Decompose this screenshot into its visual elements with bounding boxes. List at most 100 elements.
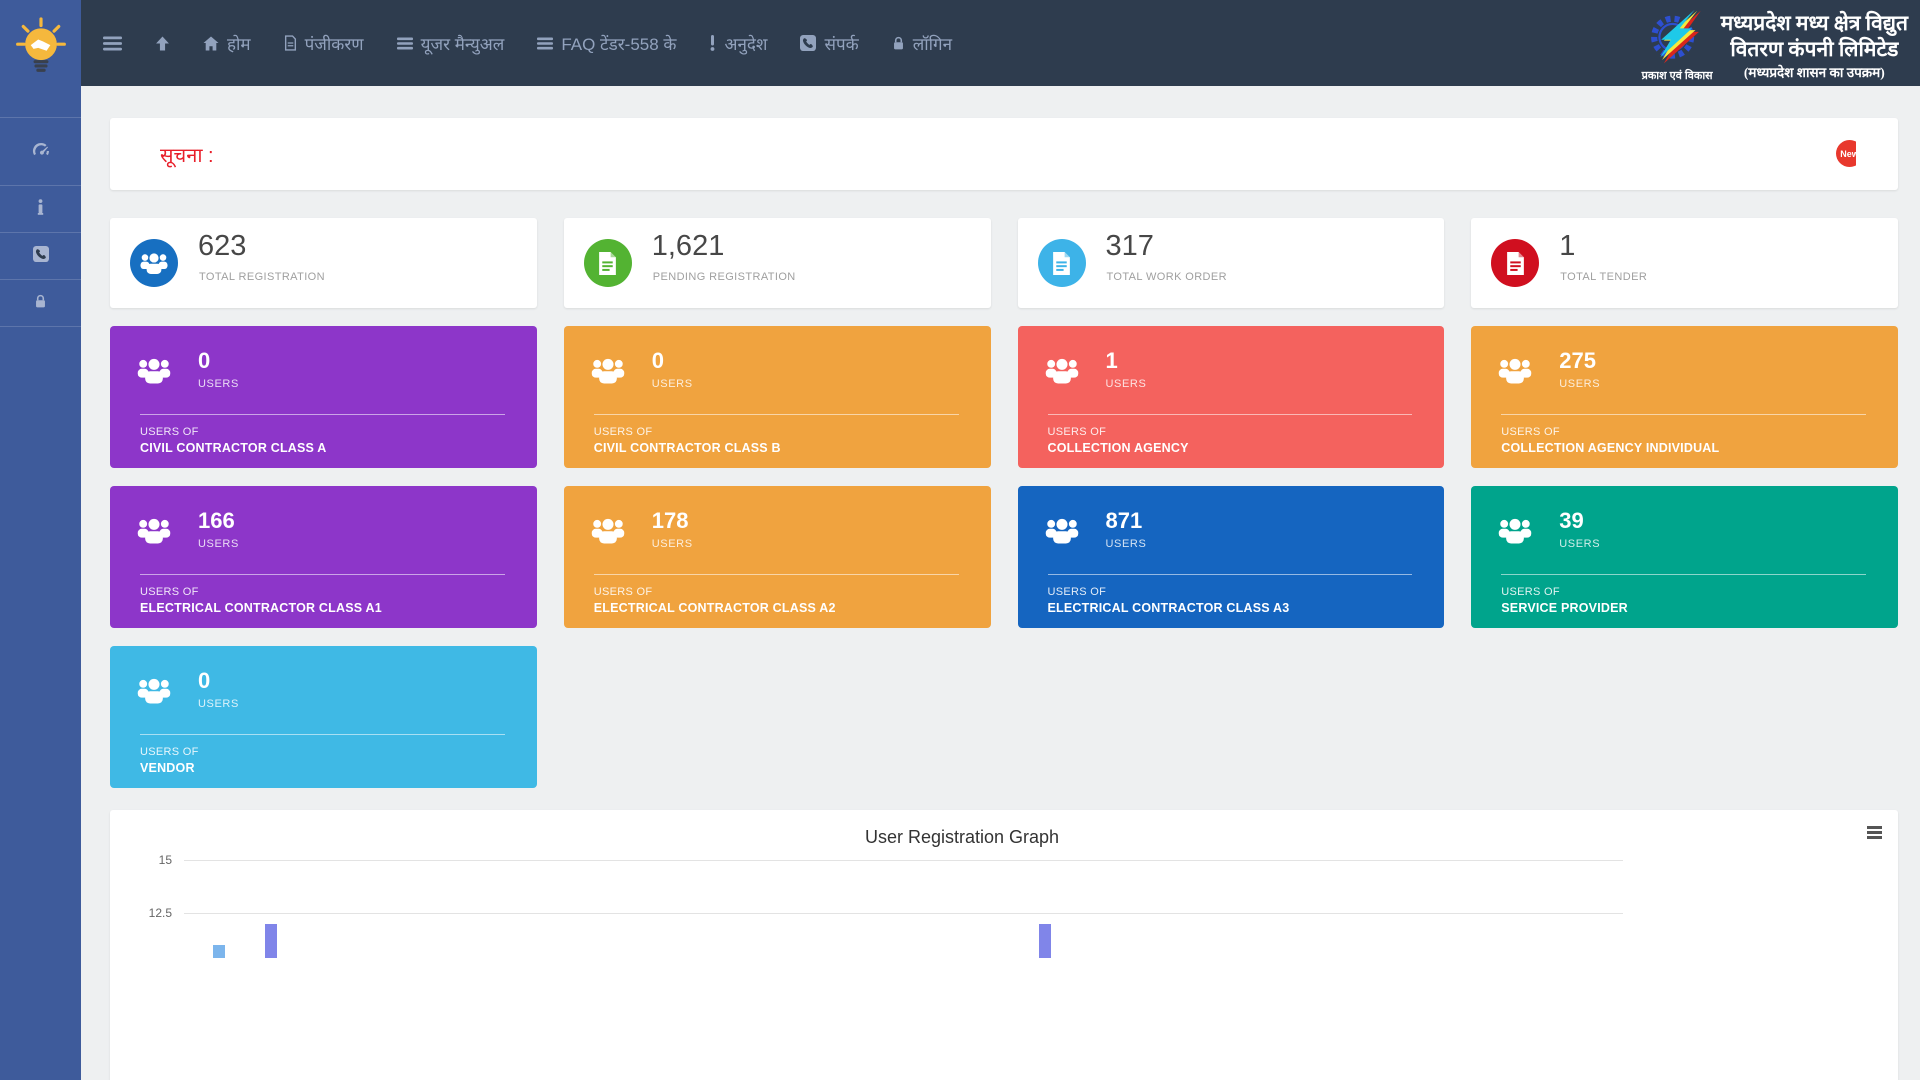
user-type-card-civil-contractor-class-b: 0 USERS USERS OF CIVIL CONTRACTOR CLASS … [563, 326, 991, 468]
file-solid-icon [1037, 239, 1086, 287]
stat-value: 623 [198, 230, 247, 262]
nav-item-instructions[interactable]: अनुदेश [709, 32, 767, 55]
y-axis-tick: 15 [158, 853, 172, 867]
user-count: 1 [1105, 348, 1118, 373]
nav-item-registration[interactable]: पंजीकरण [284, 32, 364, 55]
file-icon [284, 35, 297, 51]
registration-chart-card: User Registration Graph 15 12.5 [110, 810, 1898, 1080]
users-group-icon [136, 516, 172, 551]
home-icon [203, 36, 219, 51]
user-type-name: CIVIL CONTRACTOR CLASS B [593, 441, 781, 455]
users-label: USERS [651, 538, 693, 550]
hamburger-menu-icon[interactable] [103, 36, 122, 51]
phone-square-icon [32, 245, 49, 267]
user-type-card-electrical-contractor-class-a3: 871 USERS USERS OF ELECTRICAL CONTRACTOR… [1017, 486, 1445, 628]
nav-item-faq-tender[interactable]: FAQ टेंडर-558 के [537, 32, 676, 55]
info-icon [37, 198, 44, 220]
nav-item-home[interactable]: होम [203, 32, 251, 55]
stat-card: 623 TOTAL REGISTRATION [110, 218, 537, 308]
users-of-label: USERS OF [140, 426, 199, 438]
users-group-icon [1044, 516, 1080, 551]
sidebar-item-info[interactable] [0, 186, 81, 233]
user-type-name: ELECTRICAL CONTRACTOR CLASS A3 [1047, 601, 1290, 615]
notice-bar: सूचना : New [110, 118, 1898, 190]
company-brand: प्रकाश एवं विकास मध्यप्रदेश मध्य क्षेत्र… [1642, 3, 1920, 83]
users-of-label: USERS OF [1047, 586, 1107, 598]
user-type-name: ELECTRICAL CONTRACTOR CLASS A1 [140, 601, 382, 615]
user-count: 0 [198, 348, 211, 373]
users-group-icon [590, 356, 626, 391]
nav-item-login[interactable]: लॉगिन [892, 32, 952, 55]
scroll-top-arrow-icon[interactable] [155, 36, 170, 51]
brand-line2: वितरण कंपनी लिमिटेड [1730, 36, 1899, 61]
brand-line3: (मध्यप्रदेश शासन का उपक्रम) [1743, 65, 1885, 81]
chart-title: User Registration Graph [864, 827, 1060, 847]
user-count: 871 [1105, 508, 1143, 533]
stat-card: 317 TOTAL WORK ORDER [1017, 218, 1445, 308]
brand-tagline: प्रकाश एवं विकास [1641, 70, 1713, 82]
users-label: USERS [198, 538, 239, 550]
users-label: USERS [1559, 538, 1601, 550]
chart-context-menu-icon[interactable] [1867, 826, 1882, 841]
users-group-icon [136, 356, 172, 391]
user-count: 39 [1559, 508, 1584, 533]
users-group-icon [1044, 356, 1080, 391]
file-solid-icon [583, 239, 632, 287]
user-count: 275 [1559, 348, 1596, 373]
sidebar-menu [0, 117, 81, 327]
users-of-label: USERS OF [1501, 426, 1560, 438]
chart-column [212, 944, 225, 958]
chart-column [264, 923, 277, 958]
nav-item-label: FAQ टेंडर-558 के [561, 34, 677, 54]
list-icon [537, 37, 554, 50]
user-type-name: ELECTRICAL CONTRACTOR CLASS A2 [593, 601, 836, 615]
top-navbar: होम पंजीकरण यूजर मैन्युअल FAQ टेंडर-558 … [81, 0, 1920, 86]
users-label: USERS [198, 378, 239, 390]
sidebar [0, 0, 81, 1080]
nav-item-contact[interactable]: संपर्क [800, 32, 859, 55]
chart-gridline [184, 913, 1623, 914]
users-group-icon [1497, 356, 1533, 391]
users-group-icon [590, 516, 626, 551]
users-of-label: USERS OF [140, 746, 199, 758]
sidebar-item-dashboard[interactable] [0, 118, 81, 186]
user-type-name: VENDOR [140, 761, 195, 775]
nav-item-label: यूजर मैन्युअल [420, 34, 505, 54]
app-logo[interactable] [0, 0, 81, 98]
users-of-label: USERS OF [140, 586, 199, 598]
user-type-card-collection-agency: 1 USERS USERS OF COLLECTION AGENCY [1017, 326, 1445, 468]
users-label: USERS [1105, 378, 1147, 390]
nav-item-label: अनुदेश [724, 34, 768, 54]
stat-card: 1 TOTAL TENDER [1471, 218, 1898, 308]
user-type-name: COLLECTION AGENCY [1047, 441, 1189, 455]
file-solid-icon [1491, 239, 1540, 287]
new-badge: New [1836, 140, 1856, 168]
stat-label: PENDING REGISTRATION [652, 271, 796, 283]
nav-item-user-manual[interactable]: यूजर मैन्युअल [396, 32, 505, 55]
user-type-name: CIVIL CONTRACTOR CLASS A [140, 441, 327, 455]
user-type-card-vendor: 0 USERS USERS OF VENDOR [110, 646, 537, 788]
stat-value: 317 [1105, 230, 1154, 262]
user-type-name: COLLECTION AGENCY INDIVIDUAL [1501, 441, 1720, 455]
sidebar-item-login[interactable] [0, 280, 81, 327]
users-label: USERS [1105, 538, 1147, 550]
user-count: 0 [198, 668, 211, 693]
nav-item-label: लॉगिन [912, 34, 953, 54]
users-label: USERS [651, 378, 693, 390]
stat-label: TOTAL WORK ORDER [1106, 271, 1227, 283]
sidebar-item-contact[interactable] [0, 233, 81, 280]
y-axis-tick: 12.5 [148, 906, 172, 920]
users-label: USERS [1559, 378, 1601, 390]
lightbulb-handshake-icon [13, 16, 69, 83]
notice-label: सूचना : [160, 144, 214, 167]
lock-icon [34, 293, 47, 314]
stat-card: 1,621 PENDING REGISTRATION [563, 218, 991, 308]
user-type-name: SERVICE PROVIDER [1501, 601, 1628, 615]
main-content: सूचना : New 623 TOTAL REGISTRATION 1,621… [81, 86, 1920, 1080]
nav-item-label: होम [227, 34, 251, 54]
user-type-card-service-provider: 39 USERS USERS OF SERVICE PROVIDER [1471, 486, 1898, 628]
exclamation-icon [709, 35, 716, 51]
users-label: USERS [198, 698, 239, 710]
users-icon [130, 239, 178, 287]
user-type-card-electrical-contractor-class-a2: 178 USERS USERS OF ELECTRICAL CONTRACTOR… [563, 486, 991, 628]
